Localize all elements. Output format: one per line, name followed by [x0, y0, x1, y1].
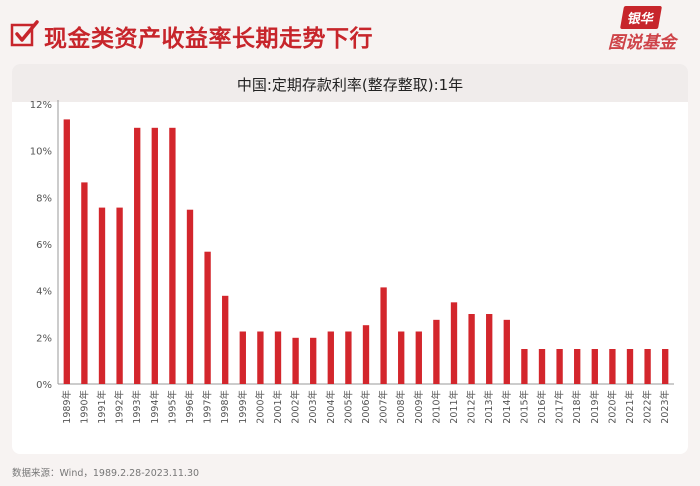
x-tick-label: 2005年	[342, 390, 354, 424]
bar	[327, 331, 334, 384]
x-tick-label: 2012年	[466, 390, 478, 424]
x-tick-label: 2000年	[254, 390, 266, 424]
bar	[468, 314, 475, 384]
checkbox-check-icon	[10, 20, 39, 47]
x-tick-label: 1999年	[237, 390, 249, 424]
x-tick-label: 2007年	[378, 390, 390, 424]
y-tick-label: 8%	[36, 193, 52, 204]
x-tick-label: 1997年	[202, 390, 214, 424]
bar	[503, 319, 510, 384]
x-tick-label: 2011年	[448, 390, 460, 424]
x-tick-label: 2014年	[501, 390, 513, 424]
bar	[538, 349, 546, 384]
x-tick-label: 2009年	[413, 390, 425, 424]
x-tick-label: 2017年	[554, 390, 566, 424]
x-tick-label: 2008年	[395, 390, 407, 424]
bar	[591, 349, 598, 384]
bar	[433, 319, 440, 384]
bar	[662, 349, 669, 384]
chart-card-header: 中国:定期存款利率(整存整取):1年	[12, 64, 688, 102]
bar	[362, 325, 370, 384]
chart-title: 中国:定期存款利率(整存整取):1年	[236, 76, 464, 94]
x-tick-label: 2020年	[606, 390, 618, 424]
bar	[626, 349, 634, 384]
bar	[186, 209, 194, 384]
y-tick-label: 10%	[30, 147, 52, 158]
y-tick-label: 2%	[36, 333, 52, 344]
x-tick-label: 1993年	[131, 390, 143, 424]
bar	[134, 127, 141, 385]
bar	[63, 119, 70, 385]
x-tick-label: 1995年	[166, 390, 178, 424]
bar	[609, 349, 616, 384]
x-tick-label: 2018年	[571, 390, 583, 424]
x-tick-label: 2016年	[536, 390, 548, 424]
bar	[151, 127, 158, 385]
x-tick-label: 1996年	[184, 390, 196, 424]
bar	[310, 337, 317, 384]
bar	[574, 349, 581, 384]
x-tick-label: 2001年	[272, 390, 284, 424]
x-tick-label: 2021年	[624, 390, 636, 424]
y-tick-label: 4%	[36, 287, 52, 298]
bar	[204, 251, 211, 384]
bar	[116, 207, 123, 384]
bar	[222, 295, 229, 384]
bar	[450, 302, 458, 384]
bar	[239, 331, 246, 384]
bar-chart: 0% 2% 4% 6% 8% 10% 12% 1989年 1990年 1991年 1992年 1993…	[30, 100, 674, 424]
x-tick-label: 2013年	[483, 390, 495, 424]
chart-card: 中国:定期存款利率(整存整取):1年 0% 2% 4% 6% 8% 10% 12% 1989年…	[12, 64, 688, 454]
bar	[556, 349, 563, 384]
bar	[521, 349, 528, 384]
logo-bottom-text: 图说基金	[608, 33, 676, 53]
page-title: 现金类资产收益率长期走势下行	[44, 26, 373, 52]
y-tick-label: 12%	[30, 100, 52, 111]
bar	[292, 337, 299, 384]
y-tick-label: 6%	[36, 240, 52, 251]
header: 现金类资产收益率长期走势下行 银华 图说基金	[0, 0, 700, 62]
x-tick-label: 2002年	[290, 390, 302, 424]
x-tick-label: 2019年	[589, 390, 601, 424]
bar	[169, 127, 176, 385]
x-tick-label: 1990年	[78, 390, 90, 424]
bar	[380, 287, 387, 384]
x-tick-label: 1998年	[219, 390, 231, 424]
x-tick-label: 1992年	[114, 390, 126, 424]
x-tick-label: 2004年	[325, 390, 337, 424]
bar	[81, 182, 88, 384]
bar	[345, 331, 352, 384]
x-tick-label: 2003年	[307, 390, 319, 424]
x-tick-label: 1994年	[149, 390, 161, 424]
x-tick-label: 2015年	[518, 390, 530, 424]
bar	[257, 331, 264, 384]
x-tick-label: 1989年	[61, 390, 73, 424]
x-tick-label: 2022年	[642, 390, 654, 424]
x-tick-label: 2023年	[659, 390, 671, 424]
bar	[98, 207, 106, 384]
y-tick-label: 0%	[36, 380, 52, 391]
bar	[398, 331, 405, 384]
brand-logo: 银华 图说基金	[600, 6, 696, 58]
x-tick-label: 2010年	[430, 390, 442, 424]
bar	[486, 314, 493, 384]
x-tick-label: 1991年	[96, 390, 108, 424]
bar	[274, 331, 282, 384]
x-tick-label: 2006年	[360, 390, 372, 424]
bar	[415, 331, 422, 384]
bar	[644, 349, 651, 384]
logo-top-text: 银华	[619, 6, 663, 29]
data-source-note: 数据来源：Wind，1989.2.28-2023.11.30	[12, 468, 200, 479]
